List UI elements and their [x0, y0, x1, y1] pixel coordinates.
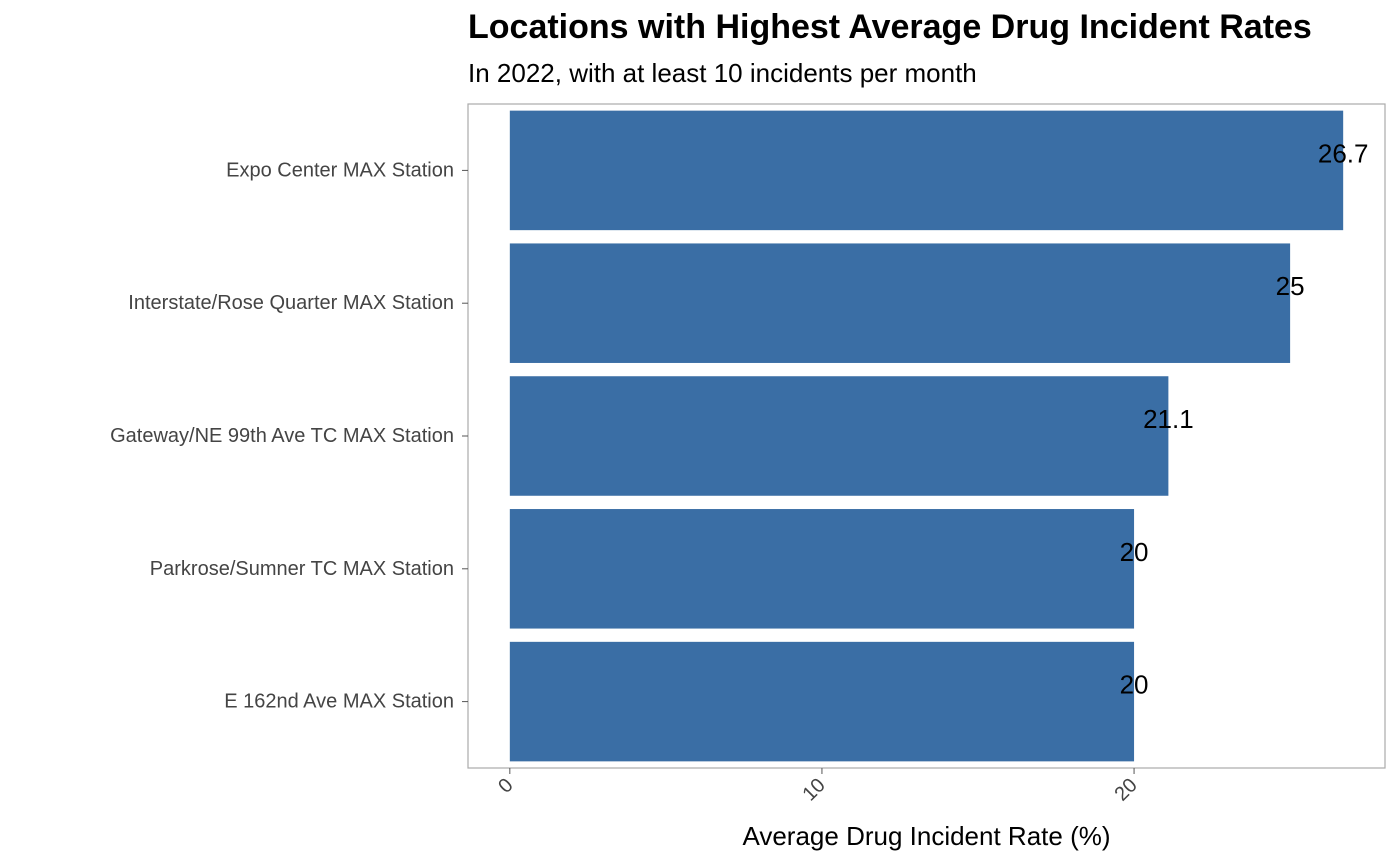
y-tick-label: Parkrose/Sumner TC MAX Station [150, 558, 454, 580]
data-label: 21.1 [1143, 404, 1194, 434]
y-tick-label: Interstate/Rose Quarter MAX Station [128, 292, 454, 314]
x-tick-label: 0 [494, 774, 517, 797]
y-tick-label: Gateway/NE 99th Ave TC MAX Station [110, 425, 454, 447]
x-axis-title: Average Drug Incident Rate (%) [742, 821, 1110, 851]
chart-title: Locations with Highest Average Drug Inci… [468, 8, 1312, 46]
bar [509, 110, 1344, 231]
chart-subtitle: In 2022, with at least 10 incidents per … [468, 58, 977, 88]
x-tick-label: 10 [798, 774, 829, 805]
data-label: 26.7 [1318, 138, 1369, 168]
bar [509, 641, 1135, 762]
y-tick-label: Expo Center MAX Station [226, 159, 454, 181]
data-label: 20 [1120, 537, 1149, 567]
bar [509, 509, 1135, 629]
bar [509, 243, 1291, 363]
data-label: 20 [1120, 670, 1149, 700]
y-tick-label: E 162nd Ave MAX Station [224, 691, 454, 713]
x-tick-label: 20 [1111, 774, 1142, 805]
bar [509, 376, 1169, 496]
data-label: 25 [1276, 271, 1305, 301]
